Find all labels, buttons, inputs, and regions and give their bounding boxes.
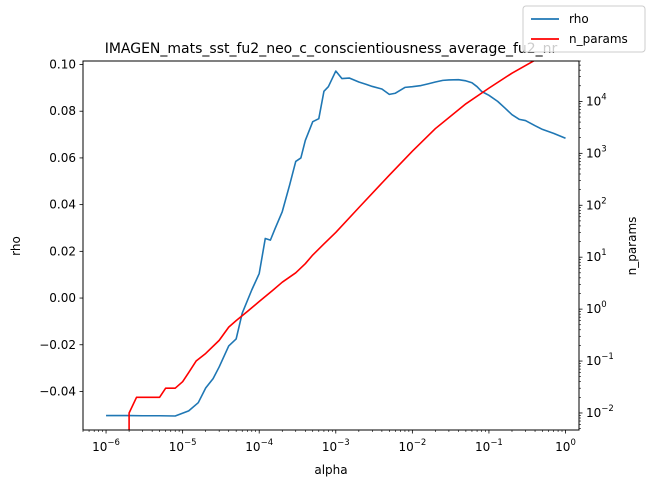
- y-tick-label: −0.02: [39, 338, 76, 352]
- y-tick-label: 0.10: [49, 58, 76, 72]
- x-axis-ticks: 10−6 10−5 10−4 10−3 10−2 10−1 100: [82, 430, 576, 454]
- y-tick-label: 0.04: [49, 198, 76, 212]
- x-tick-label: 10−3: [322, 438, 350, 454]
- legend-label-rho: rho: [569, 12, 589, 26]
- y-tick-label: 0.08: [49, 104, 76, 118]
- y-tick-label: 0.02: [49, 244, 76, 258]
- y2-tick-label: 10−1: [586, 352, 614, 368]
- series-line-rho: [106, 70, 566, 417]
- x-axis-label: alpha: [314, 463, 347, 477]
- x-tick-label: 10−5: [169, 438, 197, 454]
- series-layer: [106, 61, 566, 430]
- x-tick-label: 10−2: [398, 438, 426, 454]
- y2-tick-label: 10−2: [586, 404, 614, 420]
- x-tick-label: 10−1: [475, 438, 503, 454]
- series-line-n-params: [128, 61, 536, 430]
- y2-axis-label: n_params: [625, 217, 639, 276]
- y-tick-label: −0.04: [39, 384, 76, 398]
- legend-label-n-params: n_params: [569, 32, 628, 46]
- plot-frame: [82, 60, 580, 431]
- legend: rho n_params: [522, 5, 646, 53]
- y2-tick-label: 103: [586, 144, 607, 160]
- y-axis-label: rho: [9, 236, 23, 256]
- x-tick-label: 100: [555, 438, 576, 454]
- x-tick-label: 10−4: [245, 438, 273, 454]
- legend-box: [522, 5, 646, 53]
- chart-title: IMAGEN_mats_sst_fu2_neo_c_conscientiousn…: [105, 41, 558, 57]
- y2-tick-label: 104: [586, 92, 607, 108]
- y-axis-ticks: −0.04 −0.02 0.00 0.02 0.04 0.06 0.08 0.10: [39, 58, 83, 398]
- y2-tick-label: 101: [586, 248, 607, 264]
- y-tick-label: 0.06: [49, 151, 76, 165]
- x-tick-label: 10−6: [92, 438, 120, 454]
- y2-axis-ticks: 10−2 10−1 100 101 102 103 104: [579, 60, 614, 429]
- y2-tick-label: 102: [586, 196, 607, 212]
- y2-tick-label: 100: [586, 300, 607, 316]
- y-tick-label: 0.00: [49, 291, 76, 305]
